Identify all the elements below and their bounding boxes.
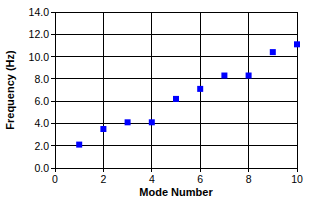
x-tick-label: 4 xyxy=(149,173,155,185)
y-tick xyxy=(51,168,55,169)
plot-frame xyxy=(55,12,297,168)
x-tick-label: 6 xyxy=(197,173,203,185)
y-grid-line xyxy=(55,145,297,146)
y-grid-line xyxy=(55,34,297,35)
point xyxy=(221,73,227,79)
point xyxy=(173,96,179,102)
y-tick-label: 2.0 xyxy=(34,140,49,152)
y-tick-label: 10.0 xyxy=(29,51,50,63)
y-axis-title: Frequency (Hz) xyxy=(4,50,16,130)
y-tick xyxy=(51,12,55,13)
x-tick xyxy=(297,168,298,172)
point xyxy=(197,86,203,92)
x-grid-line xyxy=(103,12,104,168)
y-tick xyxy=(51,56,55,57)
y-tick-label: 12.0 xyxy=(29,28,50,40)
y-tick xyxy=(51,123,55,124)
x-tick xyxy=(151,168,152,172)
point xyxy=(294,41,300,47)
x-tick xyxy=(248,168,249,172)
y-tick-label: 6.0 xyxy=(34,95,49,107)
x-tick xyxy=(103,168,104,172)
point xyxy=(76,142,82,148)
y-grid-line xyxy=(55,123,297,124)
y-grid-line xyxy=(55,56,297,57)
y-tick xyxy=(51,101,55,102)
x-grid-line xyxy=(151,12,152,168)
y-grid-line xyxy=(55,78,297,79)
point xyxy=(270,49,276,55)
point xyxy=(149,119,155,125)
x-tick xyxy=(200,168,201,172)
y-tick xyxy=(51,145,55,146)
y-tick-label: 4.0 xyxy=(34,117,49,129)
y-tick-label: 14.0 xyxy=(29,6,50,18)
y-tick xyxy=(51,78,55,79)
point xyxy=(125,119,131,125)
x-tick-label: 2 xyxy=(100,173,106,185)
data-points xyxy=(76,41,300,147)
y-tick-label: 8.0 xyxy=(34,73,49,85)
x-tick-label: 10 xyxy=(291,173,303,185)
x-tick xyxy=(55,168,56,172)
plot-background xyxy=(55,12,297,168)
y-tick xyxy=(51,34,55,35)
point xyxy=(246,73,252,79)
x-grid-line xyxy=(248,12,249,168)
x-tick-label: 8 xyxy=(246,173,252,185)
chart-svg: 0.0 2.0 4.0 6.0 8.0 10.0 12.0 14.0 0 2 4 6 8 10 Mode N… xyxy=(0,0,310,217)
x-axis-title: Mode Number xyxy=(139,186,213,198)
y-tick-label: 0.0 xyxy=(34,162,49,174)
point xyxy=(100,126,106,132)
chart-container: 0.0 2.0 4.0 6.0 8.0 10.0 12.0 14.0 0 2 4 6 8 10 Mode N… xyxy=(0,0,310,217)
x-tick-label: 0 xyxy=(52,173,58,185)
